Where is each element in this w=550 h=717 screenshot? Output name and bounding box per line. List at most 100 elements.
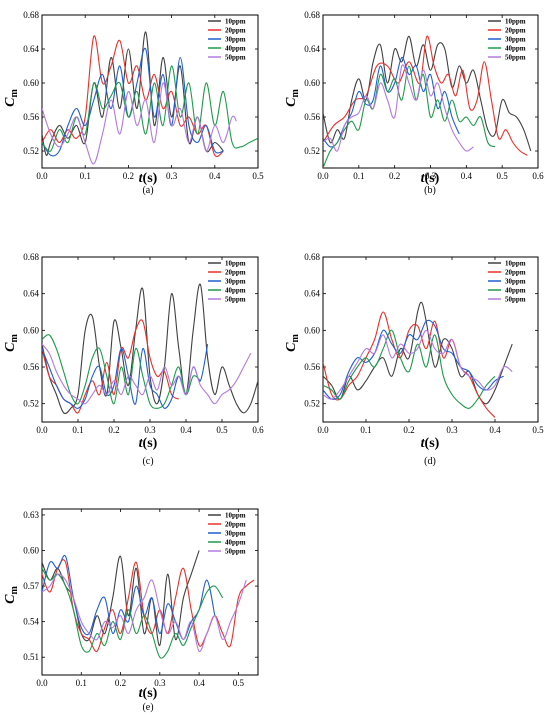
y-tick-label: 0.64 (304, 289, 320, 299)
legend-label: 10ppm (225, 18, 246, 26)
x-axis-variable: t (139, 686, 144, 701)
x-axis-unit: (s) (143, 436, 158, 451)
y-axis-symbol: C (3, 342, 18, 352)
x-tick-label: 0.2 (108, 425, 119, 435)
x-axis-variable: t (421, 171, 426, 186)
series-line-50ppm (323, 329, 513, 400)
y-axis-label: Cm (3, 586, 20, 604)
panel-caption: (c) (142, 456, 153, 467)
x-tick-label: 0.5 (216, 425, 228, 435)
legend-label: 20ppm (225, 521, 246, 529)
y-tick-label: 0.56 (304, 362, 320, 372)
series-line-50ppm (42, 343, 252, 405)
x-tick-label: 0.5 (497, 171, 509, 181)
x-tick-label: 0.3 (425, 171, 437, 181)
legend-label: 30ppm (505, 278, 526, 286)
y-tick-label: 0.60 (23, 546, 39, 556)
x-tick-label: 0.0 (36, 171, 48, 181)
x-tick-label: 0.4 (193, 678, 205, 688)
legend-label: 20ppm (225, 269, 246, 277)
y-tick-label: 0.68 (304, 10, 320, 20)
legend-label: 30ppm (225, 36, 246, 44)
series-line-40ppm (323, 65, 496, 168)
x-tick-label: 0.1 (76, 678, 87, 688)
y-axis-subscript: m (9, 89, 20, 98)
x-tick-label: 0.0 (36, 425, 48, 435)
panel-caption: (e) (142, 702, 153, 713)
panel-caption: (d) (424, 456, 436, 467)
x-tick-label: 0.4 (461, 171, 473, 181)
y-tick-label: 0.68 (23, 252, 39, 262)
series-line-10ppm (42, 31, 224, 156)
y-axis-symbol: C (284, 97, 299, 107)
series-line-50ppm (42, 82, 237, 165)
x-tick-label: 0.5 (252, 171, 264, 181)
plot-frame (322, 256, 539, 423)
y-tick-label: 0.68 (23, 10, 39, 20)
x-axis-unit: (s) (425, 171, 440, 186)
y-tick-label: 0.52 (304, 146, 320, 156)
panel-b: 0.0 0.1 0.2 0.3 0.4 0.5 0.6 0.52 0.56 0.60 0.64 0.6… (284, 10, 544, 196)
x-tick-label: 0.1 (353, 171, 364, 181)
panel-a: 0.0 0.1 0.2 0.3 0.4 0.5 0.52 0.56 0.60 0.64 0.68 10… (3, 10, 264, 196)
y-tick-label: 0.60 (23, 325, 39, 335)
legend-label: 20ppm (505, 269, 526, 277)
x-tick-label: 0.2 (115, 678, 126, 688)
series-line-20ppm (323, 35, 528, 156)
y-axis-symbol: C (3, 97, 18, 107)
x-axis-unit: (s) (143, 171, 158, 186)
x-tick-label: 0.4 (489, 425, 501, 435)
legend-label: 20ppm (505, 27, 526, 35)
x-tick-label: 0.0 (317, 425, 329, 435)
x-axis-unit: (s) (143, 686, 158, 701)
legend-label: 50ppm (505, 296, 526, 304)
x-tick-label: 0.3 (446, 425, 458, 435)
y-tick-label: 0.68 (304, 252, 320, 262)
panel-caption: (b) (424, 185, 436, 196)
legend-label: 50ppm (225, 54, 246, 62)
x-tick-label: 0.5 (532, 425, 544, 435)
x-tick-label: 0.3 (154, 678, 166, 688)
x-tick-label: 0.3 (144, 425, 156, 435)
legend-label: 10ppm (225, 512, 246, 520)
y-tick-label: 0.56 (23, 112, 39, 122)
x-axis-variable: t (139, 171, 144, 186)
x-axis-variable: t (421, 436, 426, 451)
legend-label: 40ppm (225, 45, 246, 53)
legend-label: 20ppm (225, 27, 246, 35)
y-tick-label: 0.60 (304, 325, 320, 335)
x-tick-label: 0.0 (317, 171, 329, 181)
legend-label: 10ppm (505, 260, 526, 268)
panel-d: 0.0 0.1 0.2 0.3 0.4 0.5 0.52 0.56 0.60 0.64 0.68 10… (284, 252, 544, 467)
series-line-50ppm (42, 573, 247, 652)
x-axis-label: t(s) (421, 436, 440, 451)
y-axis-label: Cm (284, 334, 301, 352)
y-tick-label: 0.52 (23, 399, 39, 409)
series-line-40ppm (42, 334, 201, 409)
legend-label: 50ppm (505, 54, 526, 62)
y-axis-label: Cm (3, 89, 20, 107)
y-tick-label: 0.56 (304, 112, 320, 122)
legend-label: 40ppm (225, 287, 246, 295)
series-line-20ppm (42, 559, 255, 653)
legend-label: 10ppm (505, 18, 526, 26)
legend-label: 10ppm (225, 260, 246, 268)
panel-caption: (a) (142, 185, 153, 196)
series-line-10ppm (42, 550, 200, 646)
x-axis-label: t(s) (139, 436, 158, 451)
y-axis-label: Cm (3, 334, 20, 352)
y-tick-label: 0.64 (23, 44, 39, 54)
x-tick-label: 0.1 (360, 425, 371, 435)
x-tick-label: 0.4 (209, 171, 221, 181)
y-tick-label: 0.54 (23, 617, 39, 627)
legend-label: 40ppm (505, 287, 526, 295)
y-axis-subscript: m (290, 89, 301, 98)
x-tick-label: 0.3 (166, 171, 178, 181)
series-line-10ppm (323, 35, 532, 152)
series-line-30ppm (323, 319, 504, 400)
x-tick-label: 0.2 (389, 171, 400, 181)
x-axis-variable: t (139, 436, 144, 451)
x-tick-label: 0.6 (252, 425, 264, 435)
y-axis-symbol: C (3, 594, 18, 604)
